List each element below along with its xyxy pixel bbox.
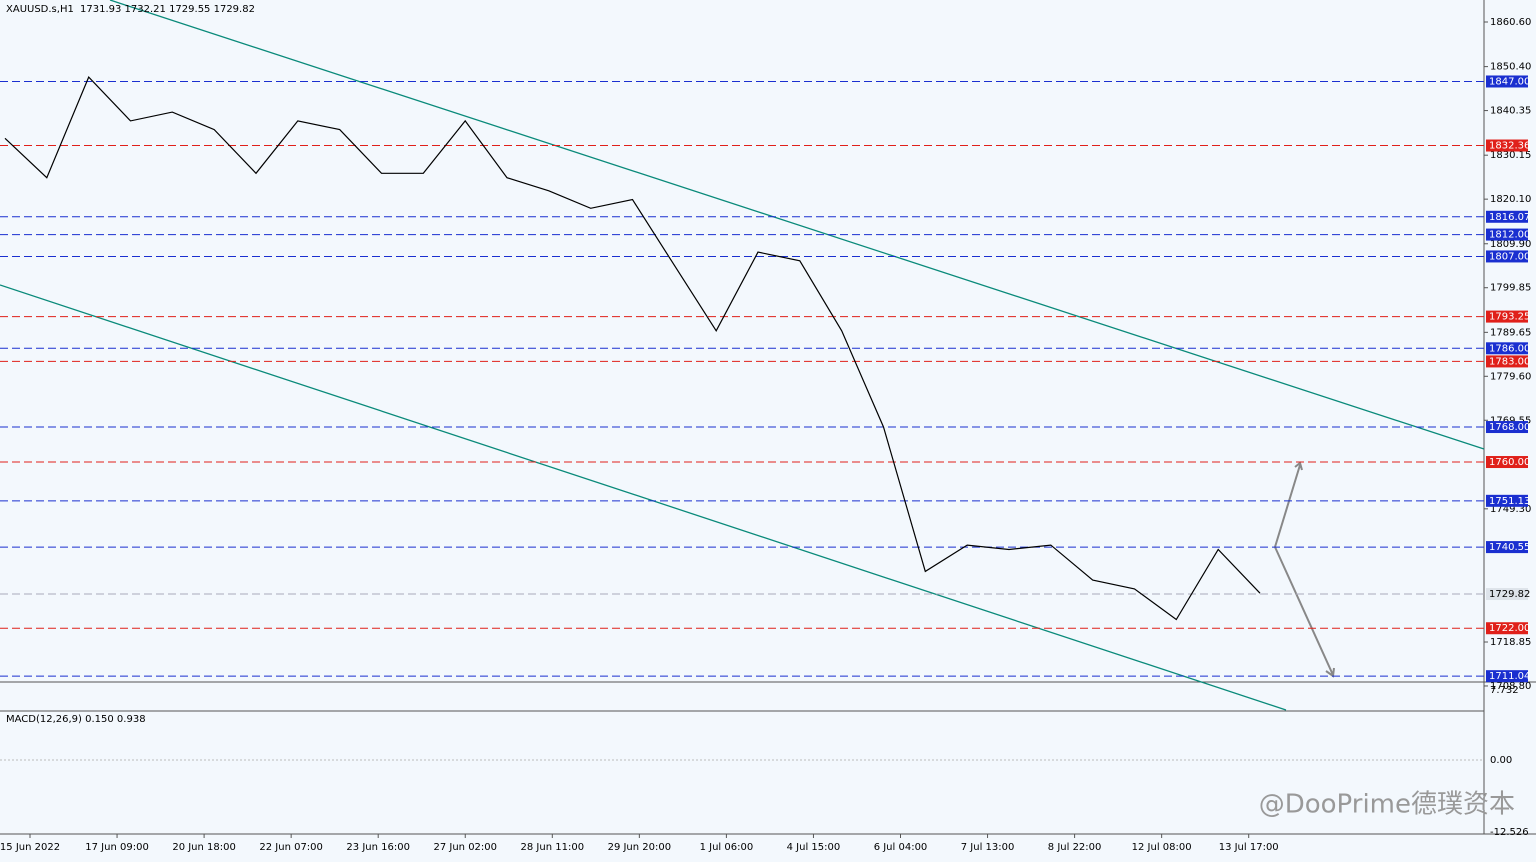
time-label: 28 Jun 11:00 bbox=[521, 842, 585, 853]
price-label: 1708.80 bbox=[1490, 681, 1531, 692]
level-label: 1729.82 bbox=[1489, 589, 1530, 600]
level-label: 1760.00 bbox=[1489, 457, 1530, 468]
watermark: @DooPrime德璞资本 bbox=[1259, 790, 1515, 820]
level-label: 1740.55 bbox=[1489, 542, 1530, 553]
time-label: 7 Jul 13:00 bbox=[961, 842, 1015, 853]
time-label: 20 Jun 18:00 bbox=[172, 842, 236, 853]
price-label: 1820.10 bbox=[1490, 194, 1531, 205]
price-label: 1718.85 bbox=[1490, 637, 1531, 648]
time-label: 6 Jul 04:00 bbox=[874, 842, 928, 853]
channel-line bbox=[109, 0, 1485, 450]
macd-title: MACD(12,26,9) 0.150 0.938 bbox=[6, 714, 146, 725]
price-label: 1840.35 bbox=[1490, 106, 1531, 117]
forecast-arrows bbox=[1274, 461, 1335, 678]
time-label: 29 Jun 20:00 bbox=[608, 842, 672, 853]
level-label: 1807.00 bbox=[1489, 251, 1530, 262]
price-label: 1799.85 bbox=[1490, 283, 1531, 294]
level-box bbox=[1486, 228, 1528, 241]
level-box bbox=[1486, 541, 1528, 554]
level-label: 1768.00 bbox=[1489, 422, 1530, 433]
macd-label: 0.00 bbox=[1490, 755, 1512, 766]
level-label: 1812.00 bbox=[1489, 230, 1530, 241]
price-label: 1749.30 bbox=[1490, 504, 1531, 515]
price-label: 1789.65 bbox=[1490, 327, 1531, 338]
time-label: 1 Jul 06:00 bbox=[700, 842, 754, 853]
level-box bbox=[1486, 75, 1528, 88]
price-label: 1809.90 bbox=[1490, 239, 1531, 250]
level-label: 1751.13 bbox=[1489, 496, 1530, 507]
level-box bbox=[1486, 355, 1528, 368]
level-label: 1847.00 bbox=[1489, 76, 1530, 87]
level-label: 1711.04 bbox=[1489, 671, 1530, 682]
macd-label: -12.526 bbox=[1490, 827, 1529, 838]
symbol: XAUUSD.s,H1 bbox=[6, 4, 74, 15]
level-label: 1722.00 bbox=[1489, 623, 1530, 634]
time-label: 13 Jul 17:00 bbox=[1219, 842, 1279, 853]
level-label: 1816.07 bbox=[1489, 212, 1530, 223]
price-label: 1769.55 bbox=[1490, 415, 1531, 426]
time-label: 8 Jul 22:00 bbox=[1048, 842, 1102, 853]
level-label: 1793.25 bbox=[1489, 312, 1530, 323]
level-box bbox=[1486, 456, 1528, 469]
time-label: 17 Jun 09:00 bbox=[85, 842, 149, 853]
time-label: 12 Jul 08:00 bbox=[1132, 842, 1192, 853]
level-box bbox=[1486, 342, 1528, 355]
channel-line bbox=[0, 284, 1287, 711]
level-box bbox=[1486, 139, 1528, 152]
price-label: 1779.60 bbox=[1490, 371, 1531, 382]
time-label: 22 Jun 07:00 bbox=[259, 842, 323, 853]
macd-label: 7.732 bbox=[1490, 685, 1519, 696]
price-label: 1850.40 bbox=[1490, 62, 1531, 73]
level-box bbox=[1486, 421, 1528, 434]
price-label: 1830.15 bbox=[1490, 150, 1531, 161]
price-label: 1860.60 bbox=[1490, 17, 1531, 28]
level-box bbox=[1486, 588, 1528, 601]
time-label: 23 Jun 16:00 bbox=[346, 842, 410, 853]
level-label: 1786.00 bbox=[1489, 343, 1530, 354]
level-box bbox=[1486, 670, 1528, 683]
time-label: 4 Jul 15:00 bbox=[787, 842, 841, 853]
level-box bbox=[1486, 494, 1528, 507]
price-line bbox=[4, 76, 1261, 621]
time-label: 27 Jun 02:00 bbox=[433, 842, 497, 853]
level-label: 1783.00 bbox=[1489, 356, 1530, 367]
level-box bbox=[1486, 210, 1528, 223]
ohlc: 1731.93 1732.21 1729.55 1729.82 bbox=[80, 4, 255, 15]
time-label: 15 Jun 2022 bbox=[0, 842, 60, 853]
level-box bbox=[1486, 310, 1528, 323]
level-box bbox=[1486, 250, 1528, 263]
level-box bbox=[1486, 622, 1528, 635]
level-label: 1832.36 bbox=[1489, 141, 1530, 152]
